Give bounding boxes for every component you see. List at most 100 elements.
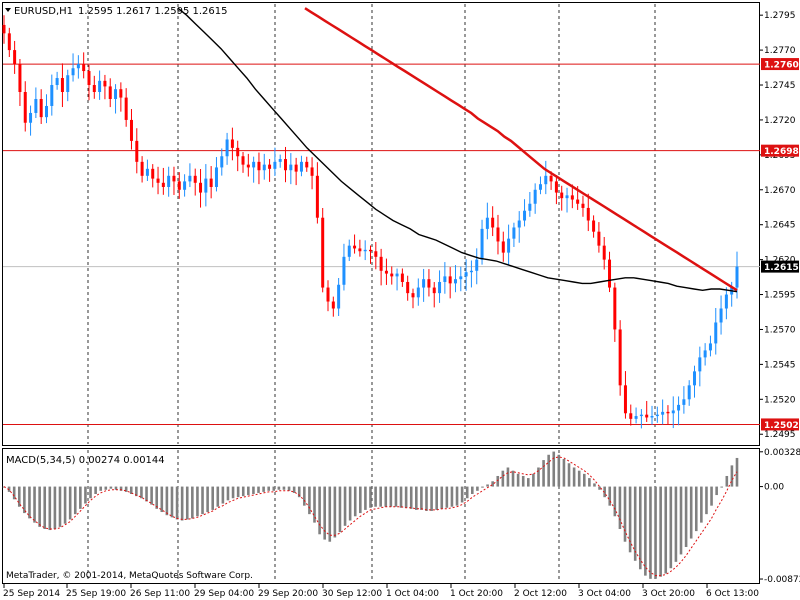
macd-tick-label: 0.00328 [764, 448, 800, 458]
candle-body [129, 119, 133, 141]
candle-body [363, 249, 367, 252]
price-axis[interactable]: 1.27951.27701.27451.27201.26951.26701.26… [760, 11, 799, 440]
macd-bar [104, 486, 108, 490]
candle-body [199, 182, 203, 193]
macd-bar [328, 486, 332, 542]
time-tick-label: 26 Sep 11:00 [130, 589, 190, 599]
time-tick-label: 3 Oct 04:00 [578, 589, 631, 599]
macd-bar [303, 486, 306, 506]
candle-body [315, 175, 319, 218]
current-price-tag-label: 1.2615 [764, 263, 799, 273]
candle-body [411, 293, 415, 298]
macd-tick-label: 0.00 [764, 483, 784, 493]
candle-body [29, 112, 33, 123]
macd-bar [318, 486, 321, 535]
macd-bar [399, 486, 403, 508]
macd-title: MACD(5,34,5) 0.00274 0.00144 [6, 455, 165, 466]
macd-bar [496, 475, 500, 487]
macd-bar [277, 486, 281, 490]
macd-bar [236, 486, 240, 498]
time-axis[interactable]: 25 Sep 2014 25 Sep 19:00 26 Sep 11:00 29 Se… [3, 584, 759, 599]
level-tag-bg [761, 58, 799, 71]
candle-body [703, 350, 707, 358]
candle-body [432, 287, 436, 294]
macd-bar [537, 467, 540, 487]
macd-bar [221, 486, 225, 504]
macd-bar [150, 486, 153, 505]
macd-bar [465, 486, 469, 499]
candle-body [119, 89, 123, 98]
candle-body [326, 287, 330, 302]
candle-body [538, 184, 542, 190]
price-tick-label: 1.2745 [764, 81, 796, 91]
candle-body [369, 249, 372, 252]
macd-bar [369, 486, 372, 508]
macd-bar [506, 467, 510, 487]
symbol-label[interactable]: EURUSD,H1 [14, 6, 73, 17]
candle-body [71, 68, 75, 76]
candle-body [374, 251, 378, 257]
candle-body [220, 156, 224, 168]
candle-body [597, 231, 601, 246]
candle-body [544, 175, 548, 185]
current-price-tag-bg [761, 260, 799, 273]
macd-bar [730, 465, 734, 487]
macd-bar [53, 486, 57, 529]
macd-bar [613, 486, 617, 517]
candle-body [528, 203, 532, 211]
candlesticks [2, 15, 739, 429]
price-levels[interactable] [3, 63, 760, 425]
macd-bar [486, 484, 489, 487]
candle-body [39, 98, 43, 118]
candle-body [114, 89, 118, 99]
price-tick-label: 1.2545 [764, 360, 796, 370]
candle-body [156, 178, 160, 183]
candle-body [576, 199, 580, 204]
macd-bar [455, 486, 459, 506]
candle-body [719, 308, 723, 323]
macd-bar [247, 486, 250, 496]
macd-bar [180, 486, 184, 521]
macd-bar [94, 486, 97, 494]
candle-body [50, 85, 54, 106]
macd-bar [33, 486, 36, 523]
macd-bar [476, 486, 479, 491]
candle-body [236, 147, 240, 157]
macd-bar [129, 486, 133, 494]
macd-bar [308, 486, 311, 515]
macd-bar [694, 486, 698, 532]
candle-body [193, 175, 197, 183]
candle-body [23, 92, 27, 123]
candle-body [294, 164, 298, 172]
candle-body [560, 192, 564, 199]
candle-body [321, 217, 325, 288]
macd-bar [155, 486, 159, 509]
price-tick-label: 1.2645 [764, 221, 796, 231]
candle-body [687, 385, 691, 400]
candle-body [677, 404, 681, 411]
macd-bar [689, 486, 693, 539]
macd-bar [73, 486, 77, 515]
symbol-dropdown-icon[interactable] [5, 8, 11, 12]
macd-bar [333, 486, 337, 538]
macd-bar [145, 486, 148, 502]
macd-bar [297, 486, 301, 498]
macd-bar [58, 486, 62, 527]
macd-bar [99, 486, 103, 491]
macd-bar [420, 486, 423, 510]
macd-bar [725, 475, 729, 487]
macd-bar [684, 486, 688, 548]
macd-bar [430, 486, 433, 511]
macd-bar [231, 486, 235, 499]
macd-bar [206, 486, 209, 513]
macd-bar [659, 486, 662, 577]
candle-body [581, 203, 585, 208]
macd-bar [384, 486, 388, 507]
candle-body [18, 64, 22, 92]
time-tick-label: 2 Oct 12:00 [514, 589, 567, 599]
candle-body [629, 413, 633, 419]
candle-body [469, 270, 473, 273]
candle-body [66, 75, 70, 92]
candle-body [501, 241, 505, 253]
